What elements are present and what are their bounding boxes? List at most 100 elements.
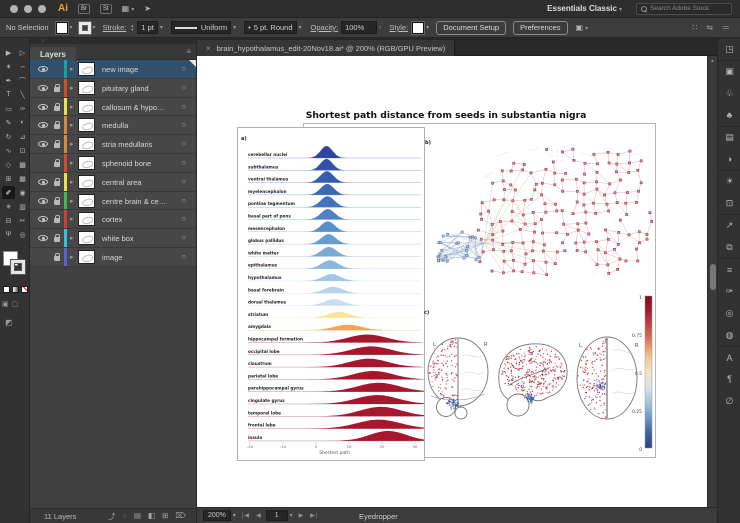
expand-arrow-icon[interactable]: ▸ (70, 197, 74, 205)
lock-icon[interactable] (54, 143, 60, 148)
target-circle-icon[interactable]: ○ (181, 177, 186, 186)
fill-swatch[interactable] (56, 22, 68, 34)
artboard-tool[interactable]: ⊟ (2, 214, 15, 227)
color-button[interactable] (3, 286, 10, 293)
window-close-button[interactable] (10, 5, 18, 13)
lasso-tool[interactable]: ∽ (16, 60, 29, 73)
expand-arrow-icon[interactable]: ▸ (70, 103, 74, 111)
slice-tool[interactable]: ✂ (16, 214, 29, 227)
target-circle-icon[interactable]: ○ (181, 83, 186, 92)
scroll-up-arrow[interactable]: ▲ (710, 58, 715, 64)
layer-row-image[interactable]: ▸image○ (30, 248, 196, 267)
target-circle-icon[interactable]: ○ (181, 139, 186, 148)
share-icon[interactable]: ➤ (144, 4, 151, 13)
lock-icon[interactable] (54, 237, 60, 242)
layer-row-callosum-hypo-[interactable]: ▸ callosum & hypo… ○ (30, 98, 196, 117)
arrange-panel-icon[interactable]: ⧉ (718, 236, 740, 258)
prev-artboard-button[interactable]: ◀ (256, 512, 262, 519)
layer-name[interactable]: centre brain & ce… (102, 197, 166, 206)
window-zoom-button[interactable] (38, 5, 46, 13)
width-tool[interactable]: ∿ (2, 144, 15, 157)
target-circle-icon[interactable]: ○ (181, 102, 186, 111)
expand-arrow-icon[interactable]: ▸ (70, 234, 74, 242)
links-panel-icon[interactable]: ▣ (718, 60, 740, 82)
zoom-tool[interactable]: ◎ (16, 228, 29, 241)
lock-icon[interactable] (54, 200, 60, 205)
stroke-swatch[interactable] (79, 22, 91, 34)
layer-row-stria-medullaris[interactable]: ▸ stria medullaris ○ (30, 135, 196, 154)
mesh-tool[interactable]: ⊞ (2, 172, 15, 185)
next-artboard-button[interactable]: ▶ (299, 512, 305, 519)
vertical-scrollbar[interactable]: ▲ (707, 56, 717, 507)
layer-thumbnail[interactable] (78, 175, 95, 189)
target-circle-icon[interactable]: ○ (181, 252, 186, 261)
magic-wand-tool[interactable]: ✶ (2, 60, 15, 73)
transform-panel-icon[interactable]: ⊡ (718, 192, 740, 214)
align-icon[interactable]: ∷ (692, 23, 697, 32)
lock-icon[interactable] (54, 87, 60, 92)
visibility-eye-icon[interactable] (38, 66, 48, 72)
arrange-documents-icon[interactable]: ▦▾ (122, 4, 135, 13)
target-circle-icon[interactable]: ○ (181, 120, 186, 129)
lock-icon[interactable] (54, 124, 60, 129)
visibility-eye-icon[interactable] (38, 104, 48, 110)
hand-tool[interactable]: Ψ (2, 228, 15, 241)
none-button[interactable] (21, 286, 28, 293)
lock-icon[interactable] (54, 218, 60, 223)
visibility-eye-icon[interactable] (38, 122, 48, 128)
character-panel-icon[interactable]: A (718, 346, 740, 368)
last-artboard-button[interactable]: ▶| (310, 512, 318, 519)
variable-width-profile-dropdown[interactable]: Uniform (171, 21, 231, 34)
expand-arrow-icon[interactable]: ▸ (70, 140, 74, 148)
target-circle-icon[interactable]: ○ (181, 64, 186, 73)
curvature-tool[interactable]: ⌒ (16, 74, 29, 87)
pencil-tool[interactable]: ✎ (2, 116, 15, 129)
new-sublayer-icon[interactable]: ◧ (148, 511, 155, 522)
swatches-panel-icon[interactable]: ▤ (718, 126, 740, 148)
layer-thumbnail[interactable] (78, 156, 95, 170)
layer-row-medulla[interactable]: ▸medulla○ (30, 116, 196, 135)
line-segment-tool[interactable]: ╲ (16, 88, 29, 101)
free-transform-tool[interactable]: ⊡ (16, 144, 29, 157)
appearance-panel-icon[interactable]: ◎ (718, 302, 740, 324)
panel-menu-icon[interactable]: ≡ (186, 48, 191, 56)
screen-mode-button[interactable]: ◩ (5, 318, 13, 327)
paragraph-panel-icon[interactable]: ¶ (718, 368, 740, 390)
delete-layer-icon[interactable]: ⌦ (175, 511, 186, 522)
blend-tool[interactable]: ◉ (16, 186, 29, 199)
stock-button[interactable]: St (100, 4, 112, 14)
layer-thumbnail[interactable] (78, 212, 95, 226)
target-circle-icon[interactable]: ○ (181, 214, 186, 223)
gradient-tool[interactable]: ▦ (16, 172, 29, 185)
collect-for-export-icon[interactable]: ⤴ (108, 511, 116, 522)
style-swatch[interactable] (412, 22, 424, 34)
lock-icon[interactable] (54, 181, 60, 186)
type-tool[interactable]: T (2, 88, 15, 101)
make-mask-icon[interactable]: ▤ (134, 511, 141, 522)
layer-thumbnail[interactable] (78, 62, 95, 76)
symbol-sprayer-tool[interactable]: ✳ (2, 200, 15, 213)
direct-selection-tool[interactable]: ▷ (16, 46, 29, 59)
stroke-stepper[interactable]: ▲▼ (130, 24, 134, 31)
eyedropper-tool[interactable]: ✐ (2, 186, 15, 199)
canvas[interactable]: 10.750.50.250cerebellar nucleisubthalamu… (197, 56, 707, 507)
layer-row-white-box[interactable]: ▸white box○ (30, 229, 196, 248)
visibility-eye-icon[interactable] (38, 179, 48, 185)
workspace-switcher[interactable]: Essentials Classic▾ (547, 4, 622, 13)
layer-name[interactable]: stria medullaris (102, 140, 152, 149)
expand-arrow-icon[interactable]: ▸ (70, 253, 74, 261)
layer-name[interactable]: sphenoid bone (102, 159, 151, 168)
shape-builder-tool[interactable]: ◇ (2, 158, 15, 171)
expand-arrow-icon[interactable]: ▸ (70, 215, 74, 223)
target-circle-icon[interactable]: ○ (181, 158, 186, 167)
layer-name[interactable]: cortex (102, 215, 122, 224)
stroke-label[interactable]: Stroke: (103, 23, 127, 32)
artboard-number-field[interactable]: 1 (266, 510, 288, 521)
draw-behind-icon[interactable]: ▢ (12, 300, 19, 308)
layer-name[interactable]: callosum & hypo… (102, 103, 165, 112)
pathfinder-icon[interactable]: ⇋ (706, 23, 713, 32)
symbols-panel-icon[interactable]: ♣ (718, 104, 740, 126)
layer-name[interactable]: medulla (102, 121, 128, 130)
opacity-panel-icon[interactable]: ∅ (718, 390, 740, 412)
tab-close-icon[interactable]: × (206, 44, 211, 53)
